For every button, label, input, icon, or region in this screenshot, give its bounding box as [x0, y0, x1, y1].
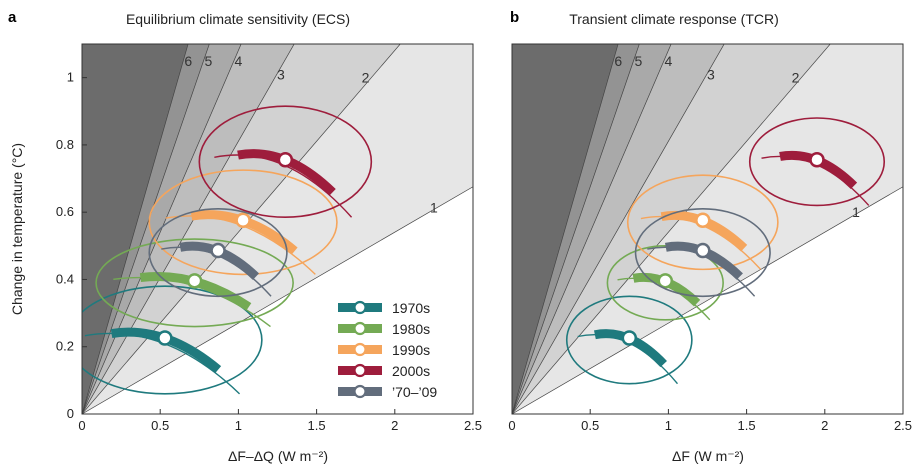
panel-a-y-tick-label-2: 0.4 — [56, 271, 74, 286]
panel-b-sensitivity-label-4: 4 — [665, 53, 673, 69]
panel-a-sensitivity-fan — [82, 44, 473, 414]
panel-b-x-tick-label-4: 2 — [821, 418, 828, 433]
legend-label-2: 1990s — [392, 342, 430, 358]
panel-a-y-tick-label-5: 1 — [67, 70, 74, 85]
panel-b-sensitivity-fan — [512, 44, 903, 414]
panel-a-sensitivity-line-4 — [82, 44, 242, 414]
panel-b-x-ticks: 0 0.5 1 1.5 2 2.5 — [508, 409, 912, 433]
panel-a-data-series — [82, 105, 373, 395]
panel-b: b Transient climate response (TCR) 1 2 3 4 5… — [508, 9, 912, 464]
panel-a-ellipse-4 — [148, 208, 288, 298]
panel-b-sensitivity-band-1 — [512, 44, 903, 414]
panel-a-x-tick-label-1: 0.5 — [151, 418, 169, 433]
panel-b-x-tick-label-3: 1.5 — [738, 418, 756, 433]
panel-b-sensitivity-labels: 1 2 3 4 56 — [614, 53, 860, 220]
panel-b-sensitivity-label-1: 1 — [852, 204, 860, 220]
panel-a-ellipse-1 — [95, 238, 294, 328]
panel-b-sensitivity-line-5 — [512, 44, 640, 414]
panel-b-point-1 — [657, 273, 674, 289]
panel-b-point-4 — [695, 242, 711, 259]
legend-marker-3 — [353, 363, 367, 378]
panel-b-x-tick-label-1: 0.5 — [581, 418, 599, 433]
panel-a-y-ticks: 0 0.2 0.4 0.6 0.8 1 — [56, 70, 87, 421]
panel-a-point-0 — [157, 330, 173, 346]
panel-a-y-tick-label-4: 0.8 — [56, 137, 74, 152]
panel-b-frame — [511, 43, 904, 415]
panel-a-sensitivity-line-5 — [82, 44, 210, 414]
panel-a-label: a — [8, 9, 17, 26]
panel-b-ellipse-2 — [626, 174, 779, 271]
panel-a-x-tick-label-5: 2.5 — [464, 418, 482, 433]
panel-b-ellipse-1 — [606, 245, 724, 321]
panel-a-y-tick-label-0: 0 — [67, 406, 74, 421]
panel-b-sensitivity-label-2: 2 — [792, 69, 800, 85]
panel-b-sensitivity-label-5: 5 — [634, 53, 642, 69]
panel-a-x-axis-label: ΔF–ΔQ (W m⁻²) — [228, 448, 328, 464]
panel-a-title: Equilibrium climate sensitivity (ECS) — [126, 11, 350, 27]
panel-a-sensitivity-label-1: 1 — [430, 199, 438, 215]
panel-a-ellipse-0 — [82, 285, 263, 395]
panel-a-point-4 — [210, 242, 226, 259]
panel-a-y-tick-label-3: 0.6 — [56, 204, 74, 219]
panel-a-ellipse-3 — [198, 105, 373, 219]
panel-a-sensitivity-label-5: 5 — [204, 53, 212, 69]
panel-b-x-axis-label: ΔF (W m⁻²) — [672, 448, 744, 464]
panel-b-ellipse-0 — [565, 295, 693, 385]
legend-label-1: 1980s — [392, 321, 430, 337]
legend-label-3: 2000s — [392, 363, 430, 379]
panel-b-data-series — [565, 117, 886, 385]
panel-a-ellipse-2 — [148, 169, 338, 276]
panel-a-sensitivity-label-6: 6 — [184, 53, 192, 69]
panel-a-x-tick-label-0: 0 — [78, 418, 85, 433]
panel-b-ellipse-3 — [748, 117, 886, 207]
panel-b-point-3 — [809, 151, 825, 168]
panel-a-sensitivity-line-3 — [82, 44, 295, 414]
panel-a-sensitivity-band-1 — [82, 44, 473, 414]
panel-a-point-1 — [186, 273, 203, 289]
legend-marker-4 — [353, 384, 367, 399]
legend-label-4: ’70–’09 — [392, 384, 437, 400]
panel-a-y-axis-label: Change in temperature (°C) — [9, 143, 25, 315]
panel-a-x-tick-label-2: 1 — [235, 418, 242, 433]
panel-b-sensitivity-label-3: 3 — [707, 67, 715, 83]
panel-a-x-ticks: 0 0.5 1 1.5 2 2.5 — [78, 409, 482, 433]
panel-b-label: b — [510, 9, 519, 26]
panel-b-point-0 — [621, 330, 638, 346]
legend-marker-1 — [353, 321, 367, 336]
panel-a-point-2 — [235, 212, 251, 229]
panel-b-title: Transient climate response (TCR) — [569, 11, 779, 27]
panel-b-point-2 — [695, 212, 711, 229]
panel-b-sensitivity-line-3 — [512, 44, 725, 414]
panel-a: a Equilibrium climate sensitivity (ECS) … — [8, 9, 482, 464]
panel-a-point-3 — [277, 151, 294, 168]
legend-marker-0 — [353, 300, 367, 315]
panel-a-sensitivity-line-1 — [82, 186, 473, 414]
legend: 1970s 1980s 1990s 2000s ’70–’09 — [338, 300, 437, 400]
panel-a-sensitivity-label-3: 3 — [277, 67, 285, 83]
panel-b-sensitivity-line-4 — [512, 44, 672, 414]
panel-a-sensitivity-labels: 1 2 3 4 56 — [184, 53, 438, 215]
panel-b-x-tick-label-0: 0 — [508, 418, 515, 433]
panel-a-sensitivity-line-6 — [82, 44, 189, 414]
legend-marker-2 — [353, 342, 367, 357]
panel-a-sensitivity-label-4: 4 — [235, 53, 243, 69]
panel-a-y-tick-label-1: 0.2 — [56, 339, 74, 354]
panel-a-x-tick-label-4: 2 — [391, 418, 398, 433]
panel-b-ellipse-4 — [634, 208, 771, 298]
panel-b-sensitivity-label-6: 6 — [614, 53, 622, 69]
panel-a-sensitivity-line-2 — [82, 44, 401, 414]
panel-b-sensitivity-line-2 — [512, 44, 831, 414]
panel-a-frame — [81, 43, 474, 415]
panel-b-sensitivity-line-6 — [512, 44, 619, 414]
legend-label-0: 1970s — [392, 300, 430, 316]
panel-a-x-tick-label-3: 1.5 — [308, 418, 326, 433]
panel-b-x-tick-label-5: 2.5 — [894, 418, 912, 433]
panel-b-sensitivity-line-1 — [512, 186, 903, 414]
panel-b-x-tick-label-2: 1 — [665, 418, 672, 433]
panel-a-sensitivity-label-2: 2 — [362, 69, 370, 85]
